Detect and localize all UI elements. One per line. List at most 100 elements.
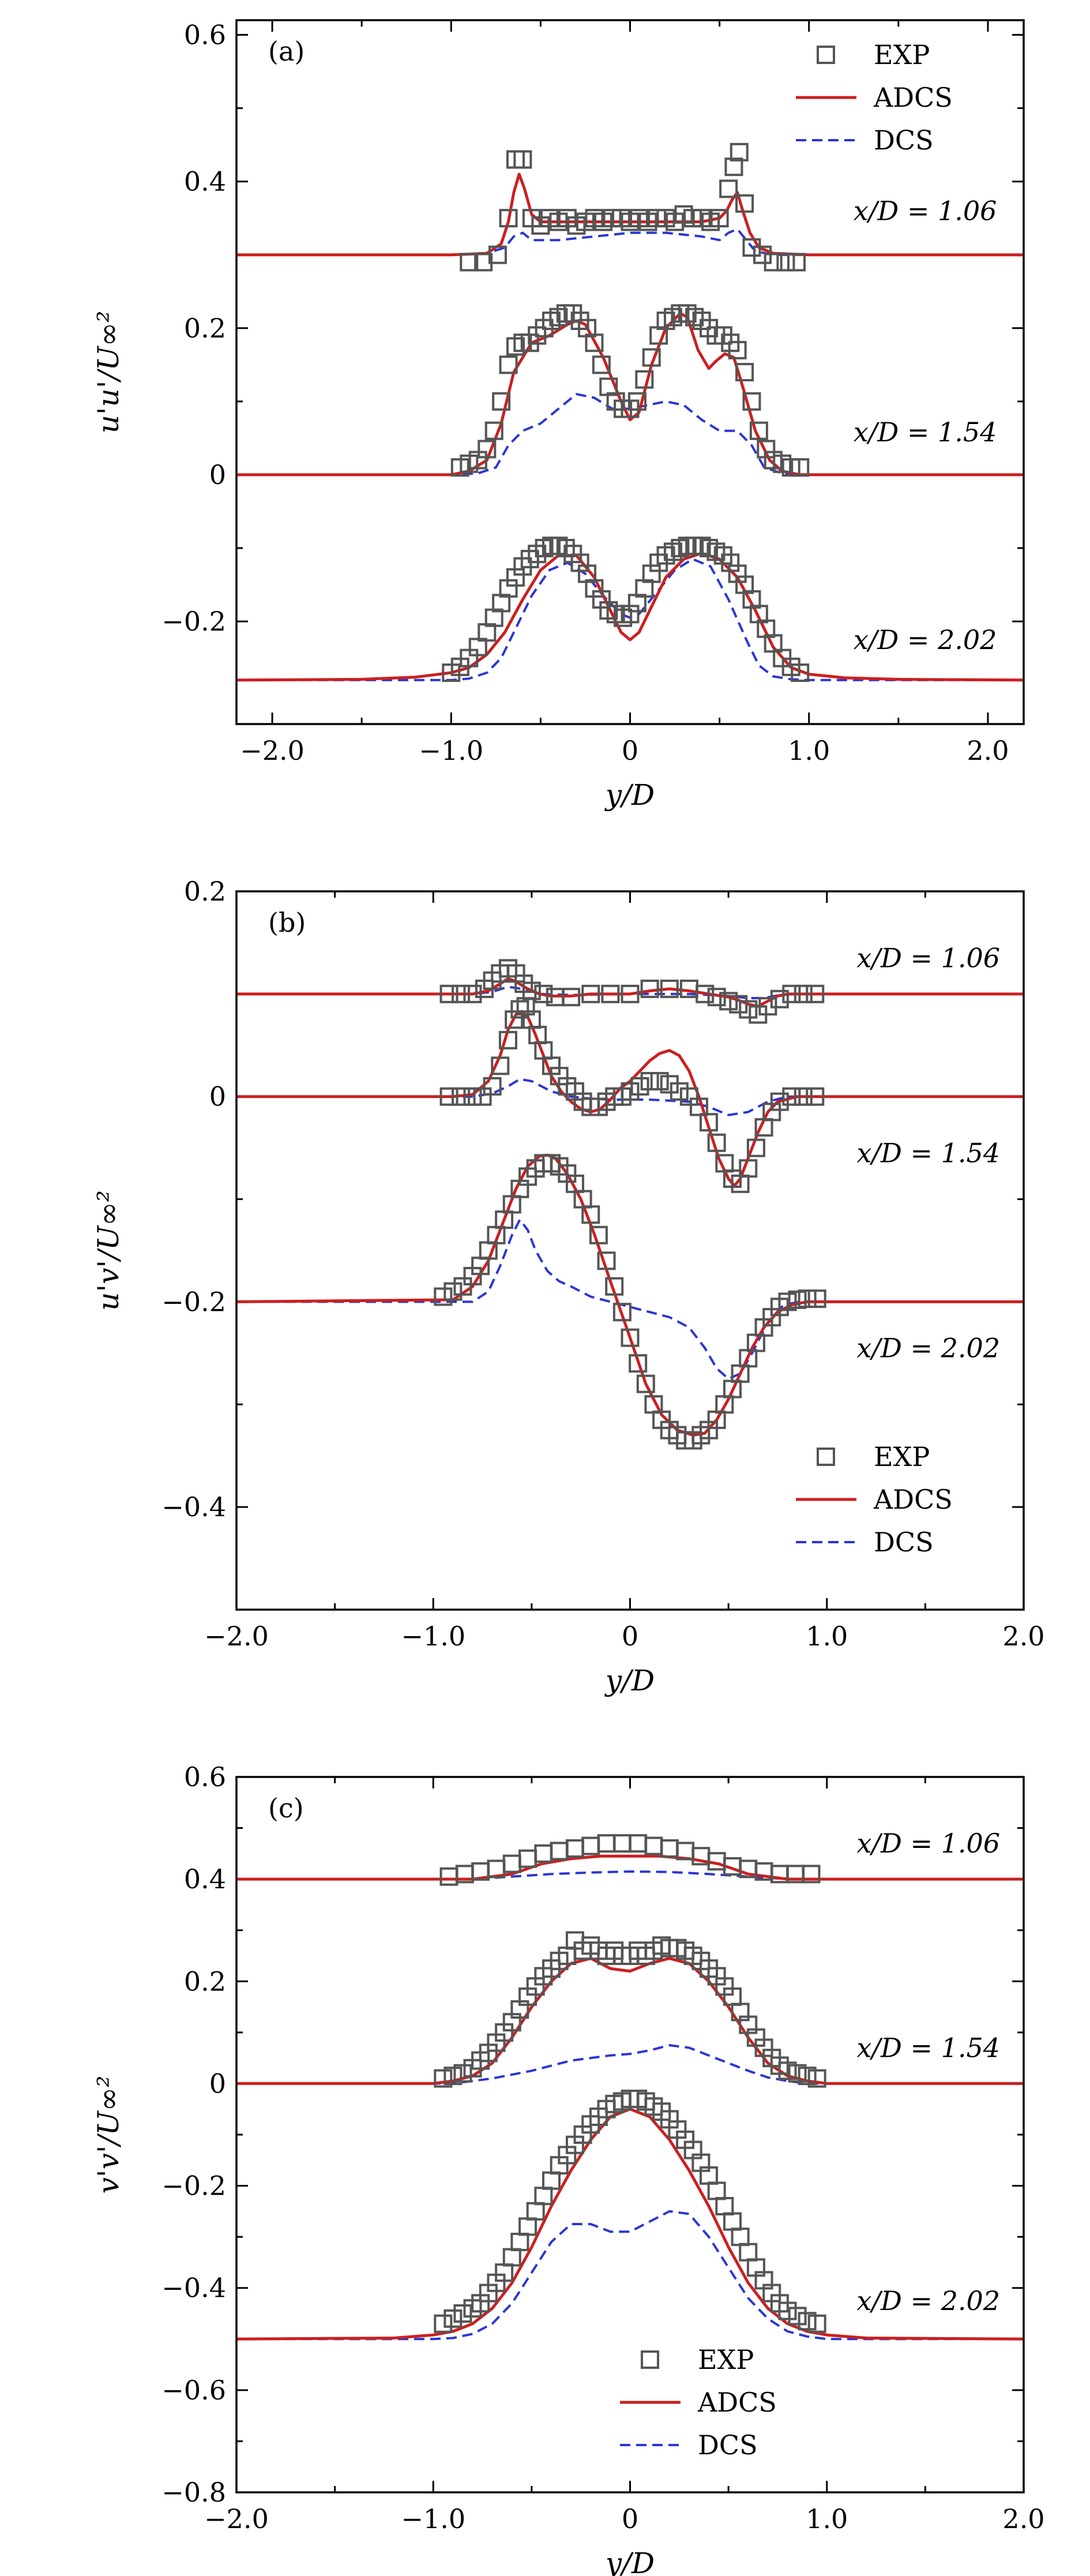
y-tick-label: 0 bbox=[209, 1081, 226, 1112]
exp-point bbox=[434, 2314, 453, 2333]
exp-point bbox=[770, 1092, 789, 1111]
exp-point bbox=[488, 245, 507, 264]
y-axis-label: u'v'/U∞² bbox=[92, 1190, 125, 1311]
x-tick-label: 1.0 bbox=[788, 735, 830, 766]
station-label: x/D = 2.02 bbox=[857, 2285, 1001, 2316]
exp-point bbox=[542, 2171, 561, 2190]
y-tick-label: −0.2 bbox=[161, 606, 226, 637]
exp-point bbox=[439, 984, 458, 1003]
exp-point bbox=[731, 2228, 750, 2247]
dcs-line-station-2 bbox=[236, 1078, 1024, 1116]
exp-point bbox=[719, 179, 738, 198]
legend-item-dcs: DCS bbox=[796, 125, 934, 156]
exp-point bbox=[746, 1138, 765, 1157]
exp-point bbox=[749, 421, 768, 440]
y-tick-label: 0.2 bbox=[184, 1966, 226, 1997]
exp-point bbox=[502, 1854, 521, 1873]
x-tick-label: −2.0 bbox=[240, 735, 305, 766]
exp-point bbox=[776, 253, 795, 272]
exp-point bbox=[621, 1328, 640, 1347]
exp-point bbox=[739, 2243, 758, 2262]
exp-point bbox=[806, 1087, 825, 1106]
legend-swatch-exp bbox=[641, 2350, 659, 2369]
exp-point bbox=[788, 2064, 807, 2083]
x-tick-label: −1.0 bbox=[401, 2503, 465, 2534]
exp-point bbox=[770, 989, 789, 1008]
legend-item-exp: EXP bbox=[641, 2344, 754, 2375]
station-label: x/D = 1.54 bbox=[857, 2032, 1001, 2063]
adcs-line-station-3 bbox=[236, 552, 1024, 682]
exp-point bbox=[689, 1097, 708, 1116]
exp-point bbox=[660, 1839, 679, 1858]
exp-point bbox=[729, 995, 748, 1014]
legend-label: ADCS bbox=[873, 1484, 953, 1515]
legend-label: DCS bbox=[874, 125, 934, 156]
y-axis-label: u'u'/U∞² bbox=[92, 311, 125, 434]
exp-point bbox=[778, 2061, 797, 2080]
exp-point bbox=[473, 1087, 492, 1106]
x-tick-label: 0 bbox=[622, 2503, 638, 2534]
exp-point bbox=[562, 988, 581, 1007]
y-tick-label: −0.8 bbox=[161, 2477, 226, 2508]
exp-point bbox=[788, 1290, 807, 1309]
exp-point bbox=[791, 663, 810, 683]
exp-point bbox=[460, 253, 479, 272]
exp-point bbox=[642, 348, 661, 367]
exp-point bbox=[534, 1844, 553, 1863]
exp-point bbox=[463, 1087, 482, 1106]
exp-point bbox=[728, 340, 747, 359]
exp-point bbox=[742, 392, 761, 411]
dcs-line-station-3 bbox=[236, 2210, 1024, 2341]
x-tick-label: 2.0 bbox=[967, 735, 1009, 766]
station-label: x/D = 1.54 bbox=[854, 417, 997, 448]
x-tick-label: 2.0 bbox=[1002, 1621, 1044, 1652]
x-tick-label: 0 bbox=[622, 735, 638, 766]
exp-point bbox=[640, 1072, 659, 1091]
exp-point bbox=[483, 1077, 502, 1096]
exp-point bbox=[581, 1836, 600, 1855]
exp-point bbox=[636, 1374, 655, 1393]
exp-point bbox=[707, 2181, 726, 2200]
exp-point bbox=[696, 984, 715, 1003]
x-tick-label: 0 bbox=[622, 1621, 638, 1652]
exp-point bbox=[505, 1010, 524, 1029]
exp-point bbox=[597, 1834, 616, 1853]
x-tick-label: −1.0 bbox=[419, 735, 483, 766]
exp-point bbox=[670, 1082, 689, 1101]
exp-point bbox=[484, 421, 503, 440]
plot-frame bbox=[235, 890, 1025, 1611]
exp-point bbox=[443, 2067, 463, 2086]
chart-panel-2: −2.0 −1.0 0 1.0 2.0 −0.4 −0.2 0 0.2 y/D u'v'/U∞² x/… bbox=[92, 876, 1045, 1697]
station-label: x/D = 2.02 bbox=[857, 1332, 1001, 1363]
legend-label: EXP bbox=[874, 1441, 930, 1472]
x-axis-label: y/D bbox=[604, 778, 655, 812]
exp-point bbox=[434, 2069, 453, 2088]
exp-point bbox=[660, 979, 679, 998]
exp-point bbox=[739, 1159, 758, 1178]
exp-point bbox=[452, 1087, 471, 1106]
exp-point bbox=[802, 1865, 821, 1884]
exp-point bbox=[627, 392, 647, 411]
exp-point bbox=[510, 2233, 529, 2251]
x-tick-label: 1.0 bbox=[806, 2503, 848, 2534]
exp-point bbox=[499, 209, 518, 228]
exp-point bbox=[513, 150, 532, 169]
exp-point bbox=[453, 2304, 472, 2323]
y-tick-label: −0.2 bbox=[161, 1286, 226, 1317]
exp-point bbox=[510, 1000, 529, 1019]
exp-point bbox=[782, 1087, 801, 1106]
legend: EXP ADCS DCS bbox=[796, 39, 953, 156]
y-tick-label: 0 bbox=[209, 459, 226, 490]
dcs-line-station-1 bbox=[236, 228, 1024, 256]
station-label: x/D = 1.06 bbox=[857, 943, 1001, 974]
exp-point bbox=[589, 1225, 608, 1244]
exp-point bbox=[492, 392, 511, 411]
y-tick-label: 0.2 bbox=[184, 876, 226, 907]
legend-item-dcs: DCS bbox=[796, 1527, 934, 1558]
exp-point bbox=[788, 2307, 807, 2326]
exp-point bbox=[679, 1087, 698, 1106]
exp-point bbox=[612, 1303, 632, 1322]
exp-point bbox=[730, 143, 749, 162]
exp-point bbox=[700, 1113, 718, 1132]
